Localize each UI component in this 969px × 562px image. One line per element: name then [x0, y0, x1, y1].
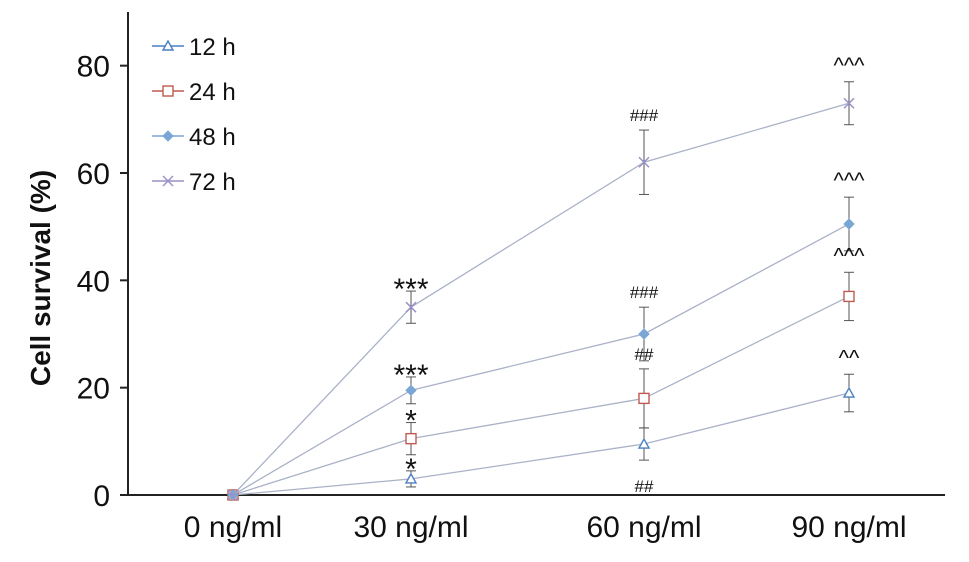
- data-point: [843, 97, 855, 109]
- series-layer: [226, 81, 856, 501]
- legend-label: 12 h: [189, 34, 236, 61]
- significance-marker: ###: [630, 106, 659, 125]
- data-point: [405, 432, 417, 445]
- significance-marker: ##: [635, 345, 654, 364]
- significance-marker: ^^^: [834, 243, 866, 268]
- legend-label: 72 h: [189, 169, 236, 196]
- data-point-stroke: [227, 489, 239, 501]
- axes: 0 20 40 60 80 0 ng/ml 30 ng/ml 60 ng/ml 90 ng/ml: [77, 12, 945, 544]
- series-line: [232, 392, 850, 496]
- data-point-stroke: [405, 301, 417, 313]
- y-tick-label: 60: [77, 158, 110, 191]
- series-line: [232, 102, 850, 496]
- x-tick-label: 0 ng/ml: [184, 511, 282, 544]
- legend-item: 12 h: [152, 34, 236, 61]
- x-tick-label: 30 ng/ml: [353, 511, 468, 544]
- significance-marker: ###: [630, 283, 659, 302]
- series-48h: [227, 196, 855, 501]
- data-point: [637, 437, 651, 449]
- data-point: [405, 301, 417, 313]
- significance-marker: *: [405, 405, 417, 438]
- data-point: [162, 85, 174, 97]
- data-point-stroke: [638, 156, 650, 168]
- data-point-stroke: [843, 97, 855, 109]
- series-12h: [226, 373, 856, 500]
- annotation-layer: ********##########^^^^^^^^^^^: [393, 53, 865, 496]
- significance-marker: ***: [393, 273, 428, 306]
- significance-marker: ^^^: [834, 53, 866, 78]
- data-point: [638, 392, 650, 405]
- legend-label: 24 h: [189, 79, 236, 106]
- data-point: [227, 489, 239, 501]
- data-point: [405, 384, 417, 397]
- series-line: [232, 223, 850, 496]
- legend-item: 48 h: [152, 124, 236, 151]
- legend: 12 h 24 h 48 h 72 h: [152, 34, 236, 196]
- data-point: [843, 218, 855, 230]
- significance-marker: ##: [635, 477, 654, 496]
- data-point: [404, 472, 418, 484]
- data-point: [843, 290, 855, 303]
- significance-marker: *: [405, 453, 417, 486]
- legend-item: 24 h: [152, 79, 236, 106]
- x-tick-label: 60 ng/ml: [586, 511, 701, 544]
- legend-item: 72 h: [152, 169, 236, 196]
- data-point: [842, 386, 856, 398]
- series-72h: [227, 81, 855, 501]
- series-24h: [227, 271, 855, 501]
- y-tick-label: 80: [77, 51, 110, 84]
- legend-label: 48 h: [189, 124, 236, 151]
- data-point: [162, 130, 174, 142]
- data-point: [638, 328, 650, 340]
- y-tick-label: 0: [93, 480, 110, 513]
- series-line: [232, 295, 850, 496]
- y-tick-label: 20: [77, 373, 110, 406]
- y-tick-label: 40: [77, 265, 110, 298]
- significance-marker: ^^^: [834, 168, 866, 193]
- x-tick-label: 90 ng/ml: [791, 511, 906, 544]
- significance-marker: ***: [393, 359, 428, 392]
- y-axis-label: Cell survival (%): [25, 170, 56, 386]
- significance-marker: ^^: [839, 345, 860, 370]
- data-point: [162, 175, 174, 187]
- data-point: [638, 156, 650, 168]
- data-point: [161, 39, 175, 51]
- data-point-stroke: [162, 175, 174, 187]
